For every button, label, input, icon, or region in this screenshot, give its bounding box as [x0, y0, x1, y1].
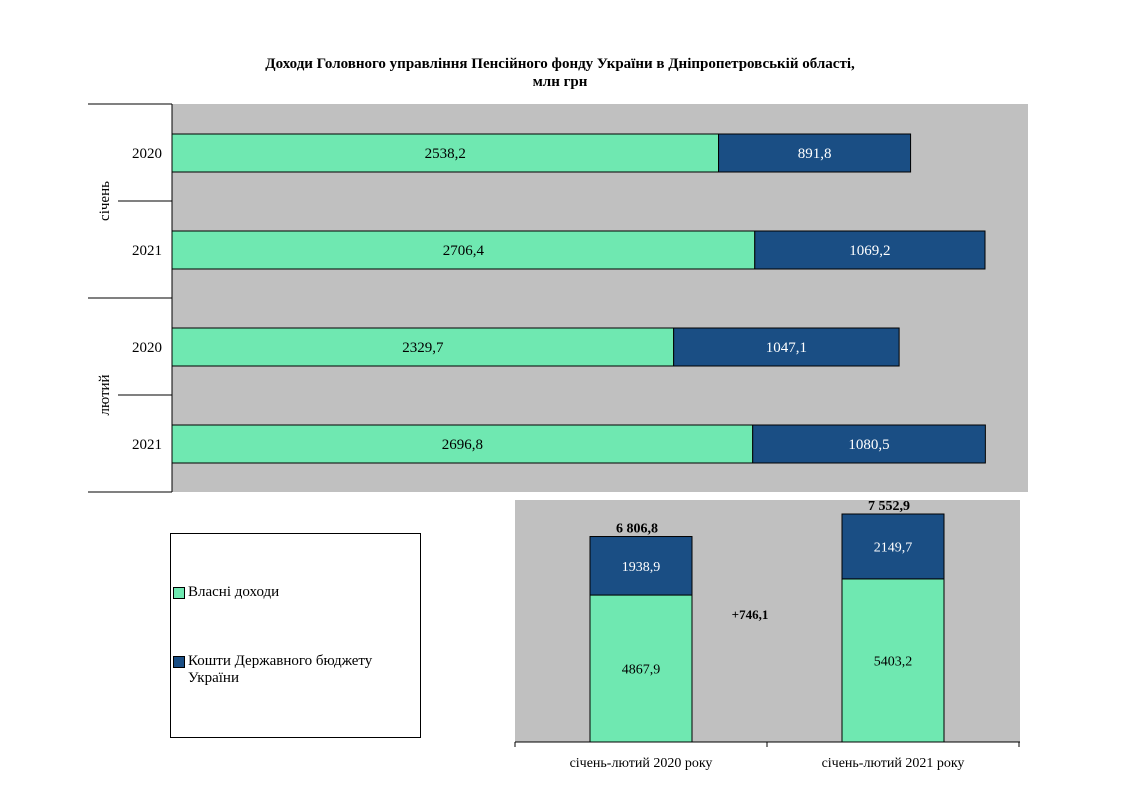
bar-own — [171, 133, 720, 173]
year-tick-label: 2021 — [132, 437, 162, 453]
bar-state — [754, 230, 986, 270]
bar-state — [718, 133, 912, 173]
year-tick-label: 2021 — [132, 243, 162, 259]
difference-label: +746,1 — [732, 607, 769, 622]
data-label-state: 1080,5 — [848, 437, 889, 453]
column-own — [841, 578, 945, 743]
column-label-own: 4867,9 — [622, 663, 661, 678]
legend-item-own: Власні доходи — [173, 584, 279, 601]
column-state — [589, 536, 693, 596]
data-label-own: 2706,4 — [443, 243, 485, 259]
column-state — [841, 513, 945, 580]
group-label: лютий — [97, 374, 113, 415]
category-label: січень-лютий 2020 року — [570, 756, 713, 771]
chart-title: Доходи Головного управління Пенсійного ф… — [100, 55, 1020, 91]
legend-swatch-state — [173, 656, 185, 668]
column-label-own: 5403,2 — [874, 654, 913, 669]
data-label-state: 1069,2 — [849, 243, 890, 259]
data-label-own: 2329,7 — [402, 340, 444, 356]
legend-label-own: Власні доходи — [188, 584, 280, 600]
column-own — [589, 594, 693, 743]
group-label: січень — [97, 181, 113, 221]
title-line-1: Доходи Головного управління Пенсійного ф… — [265, 56, 855, 72]
data-label-state: 891,8 — [798, 146, 832, 162]
column-total-label: 6 806,8 — [616, 522, 658, 537]
column-total-label: 7 552,9 — [868, 499, 910, 514]
data-label-state: 1047,1 — [766, 340, 807, 356]
bar-own — [171, 327, 675, 367]
year-tick-label: 2020 — [132, 340, 162, 356]
bar-state — [752, 424, 986, 464]
legend-item-state: Кошти Державного бюджету України — [173, 653, 372, 687]
column-label-state: 2149,7 — [874, 540, 913, 555]
column-label-state: 1938,9 — [622, 560, 661, 575]
legend-swatch-own — [173, 587, 185, 599]
legend-label-state-2: України — [188, 670, 239, 686]
legend-label-state-1: Кошти Державного бюджету — [188, 653, 373, 669]
title-line-2: млн грн — [532, 74, 588, 90]
bar-state — [673, 327, 900, 367]
data-label-own: 2538,2 — [425, 146, 466, 162]
year-tick-label: 2020 — [132, 146, 162, 162]
data-label-own: 2696,8 — [442, 437, 483, 453]
category-label: січень-лютий 2021 року — [822, 756, 965, 771]
bar-own — [171, 424, 754, 464]
legend: Власні доходи Кошти Державного бюджету У… — [170, 533, 421, 738]
